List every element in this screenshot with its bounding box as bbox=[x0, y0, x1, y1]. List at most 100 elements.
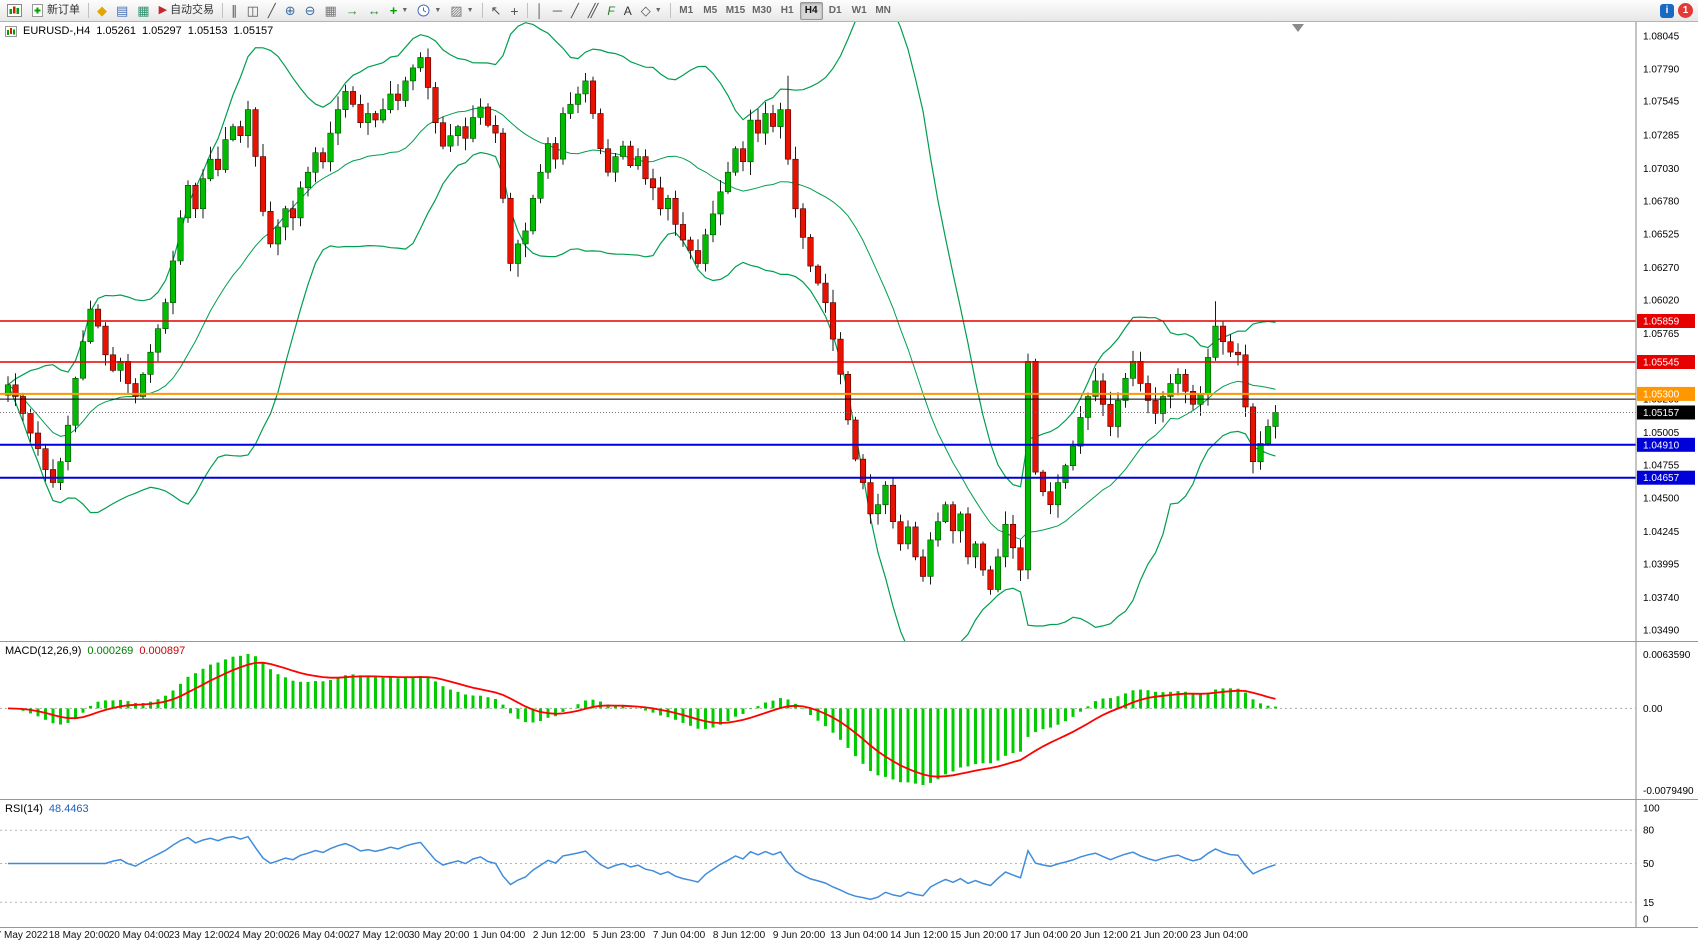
time-label: 8 Jun 12:00 bbox=[712, 930, 766, 941]
new-chart-icon bbox=[7, 4, 22, 17]
toolbar-separator bbox=[526, 3, 528, 18]
toolbar-separator bbox=[88, 3, 89, 18]
svg-text:0.0063590: 0.0063590 bbox=[1643, 650, 1691, 661]
trendline-icon: ╱ bbox=[570, 3, 579, 18]
timeframe-button-w1[interactable]: W1 bbox=[851, 5, 867, 16]
horizontal-line-icon: ─ bbox=[552, 3, 562, 18]
rsi-header: RSI(14) 48.4463 bbox=[5, 803, 89, 815]
vertical-line-icon: │ bbox=[535, 3, 544, 18]
toolbar-separator bbox=[669, 3, 671, 18]
timeframe-button-m30[interactable]: M30 bbox=[752, 5, 772, 16]
chart-shift-button[interactable]: ↔ bbox=[364, 1, 385, 21]
time-label: 23 May 12:00 bbox=[168, 930, 230, 941]
chevron-down-icon: ▼ bbox=[466, 7, 474, 14]
tile-windows-button[interactable]: ▦ bbox=[321, 1, 341, 21]
notification-badge[interactable]: 1 bbox=[1678, 3, 1693, 18]
time-label: 17 Jun 04:00 bbox=[1010, 930, 1068, 941]
svg-text:1.07545: 1.07545 bbox=[1643, 97, 1680, 108]
timeframe-button-h1[interactable]: H1 bbox=[780, 5, 794, 16]
rsi-panel: 100 80 50 15 0 RSI(14) 48.4463 bbox=[0, 800, 1698, 928]
chart-shift-icon: ↔ bbox=[367, 3, 381, 18]
timeframe-button-m5[interactable]: M5 bbox=[703, 5, 718, 16]
chart-icon bbox=[5, 25, 17, 37]
bar-chart-button[interactable]: ∥ bbox=[227, 1, 242, 21]
svg-text:1.06020: 1.06020 bbox=[1643, 296, 1680, 307]
new-order-icon bbox=[32, 4, 43, 17]
vertical-line-button[interactable]: │ bbox=[532, 1, 548, 21]
templates-button[interactable]: ▨ ▼ bbox=[446, 1, 477, 21]
trendline-button[interactable]: ╱ bbox=[567, 1, 583, 21]
zoom-out-button[interactable]: ⊖ bbox=[301, 1, 320, 21]
horizontal-line-button[interactable]: ─ bbox=[549, 1, 566, 21]
autotrading-button[interactable]: ▶ 自动交易 bbox=[155, 1, 218, 21]
line-chart-icon: ╱ bbox=[267, 3, 276, 18]
price-scale[interactable]: 1.08045 1.07790 1.07545 1.07285 1.07030 1.067… bbox=[1635, 22, 1695, 641]
time-label: 18 May 20:00 bbox=[48, 930, 110, 941]
timeframe-button-m1[interactable]: M1 bbox=[679, 5, 694, 16]
rsi-scale[interactable]: 100 80 50 15 0 bbox=[1635, 800, 1660, 927]
text-button[interactable]: A bbox=[620, 1, 636, 21]
terminal-icon: ▦ bbox=[137, 3, 150, 18]
toolbar-right-group: i 1 bbox=[1660, 3, 1695, 18]
metaeditor-button[interactable]: ◆ bbox=[93, 1, 111, 21]
auto-scroll-button[interactable]: → bbox=[342, 1, 363, 21]
bar-chart-icon: ∥ bbox=[231, 3, 238, 18]
metaeditor-icon: ◆ bbox=[97, 3, 107, 18]
svg-text:1.05300: 1.05300 bbox=[1643, 389, 1680, 400]
indicators-plus-icon: + bbox=[389, 3, 398, 18]
market-watch-button[interactable]: ▤ bbox=[112, 1, 132, 21]
toolbar-separator bbox=[222, 3, 224, 18]
candlestick-chart-button[interactable]: ◫ bbox=[243, 1, 263, 21]
indicators-button[interactable]: + ▼ bbox=[386, 1, 413, 21]
chart-low-value: 1.05153 bbox=[187, 25, 228, 37]
time-label: 14 Jun 12:00 bbox=[890, 930, 948, 941]
timeframe-button-mn[interactable]: MN bbox=[875, 5, 891, 16]
community-icon[interactable]: i bbox=[1660, 3, 1674, 18]
bollinger-bands-layer bbox=[7, 22, 1276, 641]
crosshair-button[interactable]: + bbox=[506, 1, 522, 21]
terminal-button[interactable]: ▦ bbox=[133, 1, 153, 21]
new-chart-button[interactable] bbox=[3, 1, 26, 21]
toolbar-separator bbox=[481, 3, 483, 18]
macd-scale[interactable]: 0.0063590 0.00 -0.0079490 bbox=[1635, 642, 1694, 799]
chevron-down-icon: ▼ bbox=[434, 7, 442, 14]
time-label: 21 Jun 20:00 bbox=[1130, 930, 1188, 941]
channel-button[interactable]: ╱╱ bbox=[584, 1, 603, 21]
svg-text:50: 50 bbox=[1643, 859, 1655, 870]
svg-text:1.03995: 1.03995 bbox=[1643, 560, 1680, 571]
time-label: 23 Jun 04:00 bbox=[1190, 930, 1248, 941]
rsi-svg[interactable]: 100 80 50 15 0 bbox=[0, 800, 1698, 927]
svg-text:1.06780: 1.06780 bbox=[1643, 196, 1680, 207]
timeframe-button-m15[interactable]: M15 bbox=[725, 5, 746, 16]
chart-window: 1.08045 1.07790 1.07545 1.07285 1.07030 1.067… bbox=[0, 22, 1698, 944]
svg-text:100: 100 bbox=[1643, 804, 1660, 815]
macd-main-value: 0.000269 bbox=[87, 645, 134, 657]
svg-text:1.03740: 1.03740 bbox=[1643, 593, 1680, 604]
shapes-button[interactable]: ◇ ▼ bbox=[637, 1, 666, 21]
chart-high-value: 1.05297 bbox=[142, 25, 182, 37]
candlestick-icon: ◫ bbox=[246, 3, 259, 18]
time-label: 13 Jun 04:00 bbox=[830, 930, 888, 941]
timeframe-button-h4[interactable]: H4 bbox=[799, 1, 823, 20]
template-icon: ▨ bbox=[450, 3, 463, 18]
level-lines-layer[interactable] bbox=[0, 320, 1636, 479]
macd-panel: 0.0063590 0.00 -0.0079490 MACD(12,26,9) 0.… bbox=[0, 642, 1698, 800]
fibonacci-button[interactable]: F bbox=[603, 1, 618, 21]
time-label: 27 May 12:00 bbox=[348, 930, 410, 941]
main-chart-svg[interactable]: 1.08045 1.07790 1.07545 1.07285 1.07030 1.067… bbox=[0, 22, 1698, 641]
shapes-icon: ◇ bbox=[640, 3, 651, 18]
periods-button[interactable]: ▼ bbox=[413, 1, 445, 21]
cursor-button[interactable]: ↖ bbox=[487, 1, 506, 21]
chart-shift-marker[interactable] bbox=[1292, 24, 1304, 32]
time-label: 9 Jun 20:00 bbox=[772, 930, 826, 941]
rsi-name: RSI(14) bbox=[5, 803, 43, 815]
zoom-in-button[interactable]: ⊕ bbox=[281, 1, 300, 21]
timeframe-button-d1[interactable]: D1 bbox=[828, 5, 842, 16]
line-chart-button[interactable]: ╱ bbox=[264, 1, 280, 21]
macd-svg[interactable]: 0.0063590 0.00 -0.0079490 bbox=[0, 642, 1698, 799]
chart-open-value: 1.05261 bbox=[96, 25, 136, 37]
new-order-button[interactable]: 新订单 bbox=[27, 1, 84, 21]
main-chart-panel: 1.08045 1.07790 1.07545 1.07285 1.07030 1.067… bbox=[0, 22, 1698, 642]
macd-signal-line bbox=[7, 661, 1276, 778]
